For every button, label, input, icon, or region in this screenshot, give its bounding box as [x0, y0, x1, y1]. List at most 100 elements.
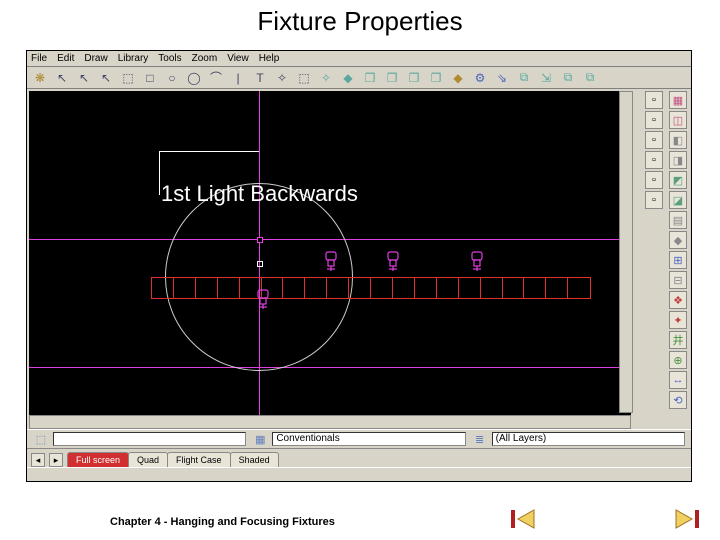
palette-a-3[interactable]: ▫ [645, 151, 663, 169]
batten-cell[interactable] [196, 278, 218, 298]
tool-25[interactable]: ⧉ [581, 69, 599, 87]
menu-help[interactable]: Help [259, 53, 280, 66]
tool-3[interactable]: ↖ [97, 69, 115, 87]
tool-15[interactable]: ❒ [361, 69, 379, 87]
canvas-scrollbar-horizontal[interactable] [29, 415, 631, 429]
filter2-field[interactable]: Conventionals [272, 432, 465, 446]
palette-b-3[interactable]: ◨ [669, 151, 687, 169]
next-icon [674, 508, 700, 530]
tool-23[interactable]: ⇲ [537, 69, 555, 87]
tab-prev-button[interactable]: ◂ [31, 453, 45, 467]
tool-19[interactable]: ◆ [449, 69, 467, 87]
menu-tools[interactable]: Tools [158, 53, 181, 66]
fixture-2[interactable] [385, 251, 401, 273]
palette-b-14[interactable]: ↔ [669, 371, 687, 389]
palette-b-4[interactable]: ◩ [669, 171, 687, 189]
batten-cell[interactable] [568, 278, 590, 298]
palette-b-0[interactable]: ▦ [669, 91, 687, 109]
filter2-icon[interactable]: ▦ [252, 432, 268, 446]
tool-13[interactable]: ✧ [317, 69, 335, 87]
palette-a-5[interactable]: ▫ [645, 191, 663, 209]
tool-18[interactable]: ❐ [427, 69, 445, 87]
tool-11[interactable]: ✧ [273, 69, 291, 87]
filter3-field[interactable]: (All Layers) [492, 432, 685, 446]
palette-b-12[interactable]: 井 [669, 331, 687, 349]
menu-draw[interactable]: Draw [84, 53, 107, 66]
batten-cell[interactable] [371, 278, 393, 298]
palette-b-7[interactable]: ◆ [669, 231, 687, 249]
tool-2[interactable]: ↖ [75, 69, 93, 87]
tool-7[interactable]: ◯ [185, 69, 203, 87]
palette-b-6[interactable]: ▤ [669, 211, 687, 229]
filter1-field[interactable] [53, 432, 246, 446]
palette-a-2[interactable]: ▫ [645, 131, 663, 149]
tool-1[interactable]: ↖ [53, 69, 71, 87]
batten-cell[interactable] [305, 278, 327, 298]
tool-21[interactable]: ⇘ [493, 69, 511, 87]
tool-4[interactable]: ⬚ [119, 69, 137, 87]
palette-a-0[interactable]: ▫ [645, 91, 663, 109]
palette-column-b: ▦ ◫ ◧ ◨ ◩ ◪ ▤ ◆ ⊞ ⊟ ❖ ✦ 井 ⊕ ↔ ⟲ [669, 91, 689, 409]
tab-quad[interactable]: Quad [128, 452, 168, 467]
next-page-button[interactable] [674, 508, 700, 530]
toolbar: ❋↖↖↖⬚□○◯⌒|T✧⬚✧◆❒❐❐❐◆⚙⇘⧉⇲⧉⧉ [27, 67, 691, 89]
palette-b-8[interactable]: ⊞ [669, 251, 687, 269]
fixture-1[interactable] [323, 251, 339, 273]
tab-shaded[interactable]: Shaded [230, 452, 279, 467]
batten-row [151, 277, 591, 299]
tool-12[interactable]: ⬚ [295, 69, 313, 87]
page-title: Fixture Properties [0, 6, 720, 37]
batten-cell[interactable] [283, 278, 305, 298]
palette-b-10[interactable]: ❖ [669, 291, 687, 309]
tool-6[interactable]: ○ [163, 69, 181, 87]
menu-file[interactable]: File [31, 53, 47, 66]
palette-b-2[interactable]: ◧ [669, 131, 687, 149]
menu-library[interactable]: Library [118, 53, 149, 66]
palette-b-15[interactable]: ⟲ [669, 391, 687, 409]
tool-10[interactable]: T [251, 69, 269, 87]
batten-cell[interactable] [349, 278, 371, 298]
batten-cell[interactable] [503, 278, 525, 298]
palette-b-1[interactable]: ◫ [669, 111, 687, 129]
tool-14[interactable]: ◆ [339, 69, 357, 87]
palette-b-5[interactable]: ◪ [669, 191, 687, 209]
menu-edit[interactable]: Edit [57, 53, 74, 66]
palette-b-11[interactable]: ✦ [669, 311, 687, 329]
tool-9[interactable]: | [229, 69, 247, 87]
tab-next-button[interactable]: ▸ [49, 453, 63, 467]
palette-b-13[interactable]: ⊕ [669, 351, 687, 369]
batten-cell[interactable] [218, 278, 240, 298]
tab-full-screen[interactable]: Full screen [67, 452, 129, 467]
drawing-canvas[interactable]: 1st Light Backwards [29, 91, 631, 427]
tool-22[interactable]: ⧉ [515, 69, 533, 87]
canvas-scrollbar-vertical[interactable] [619, 91, 633, 413]
fixture-3[interactable] [469, 251, 485, 273]
batten-cell[interactable] [174, 278, 196, 298]
batten-cell[interactable] [327, 278, 349, 298]
menu-view[interactable]: View [227, 53, 249, 66]
prev-page-button[interactable] [510, 508, 536, 530]
tool-0[interactable]: ❋ [31, 69, 49, 87]
tool-8[interactable]: ⌒ [207, 69, 225, 87]
batten-cell[interactable] [459, 278, 481, 298]
menu-zoom[interactable]: Zoom [192, 53, 218, 66]
palette-a-1[interactable]: ▫ [645, 111, 663, 129]
palette-b-9[interactable]: ⊟ [669, 271, 687, 289]
palette-a-4[interactable]: ▫ [645, 171, 663, 189]
fixture-0[interactable] [255, 289, 271, 311]
batten-cell[interactable] [415, 278, 437, 298]
tool-17[interactable]: ❐ [405, 69, 423, 87]
batten-cell[interactable] [152, 278, 174, 298]
tool-20[interactable]: ⚙ [471, 69, 489, 87]
batten-cell[interactable] [437, 278, 459, 298]
batten-cell[interactable] [393, 278, 415, 298]
filter1-icon[interactable]: ⬚ [33, 432, 49, 446]
tab-flight-case[interactable]: Flight Case [167, 452, 231, 467]
batten-cell[interactable] [481, 278, 503, 298]
batten-cell[interactable] [524, 278, 546, 298]
filter3-icon[interactable]: ≣ [472, 432, 488, 446]
tool-5[interactable]: □ [141, 69, 159, 87]
batten-cell[interactable] [546, 278, 568, 298]
tool-16[interactable]: ❐ [383, 69, 401, 87]
tool-24[interactable]: ⧉ [559, 69, 577, 87]
